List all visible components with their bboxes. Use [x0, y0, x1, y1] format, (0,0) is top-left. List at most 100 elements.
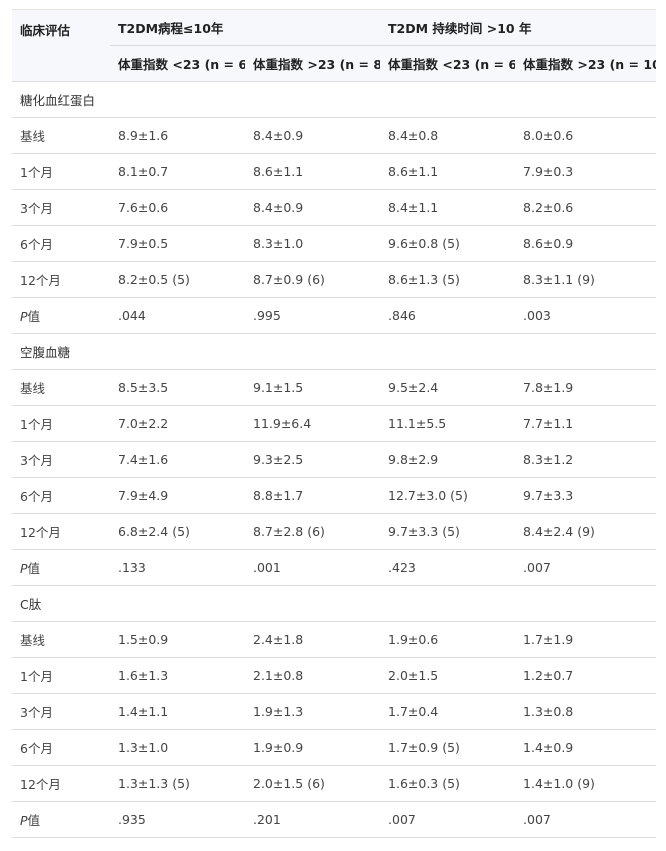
cell: 8.4±2.4 (9): [515, 513, 657, 550]
row-label: 基线: [12, 117, 110, 154]
cell: .935: [110, 801, 245, 838]
row-label: 3个月: [12, 189, 110, 226]
row-label: 12个月: [12, 261, 110, 298]
cell: 7.9±0.3: [515, 153, 657, 190]
cell: 1.7±0.9 (5): [380, 729, 516, 766]
cell: 9.3±2.5: [245, 441, 381, 478]
cell: .007: [380, 801, 516, 838]
cell: 9.7±3.3: [515, 477, 657, 514]
data-row: P值 .133.001.423.007: [12, 549, 657, 586]
section-title: 糖化血红蛋白: [12, 81, 657, 118]
cell: 8.9±1.6: [110, 117, 245, 154]
row-label: 1个月: [12, 657, 110, 694]
cell: 2.0±1.5: [380, 657, 516, 694]
row-label: P值: [12, 801, 110, 838]
cell: 8.3±1.0: [245, 225, 381, 262]
cell: 7.6±0.6: [110, 189, 245, 226]
cell: 8.2±0.6: [515, 189, 657, 226]
data-row: 6个月 7.9±0.5 8.3±1.0 9.6±0.8 (5) 8.6±0.9: [12, 225, 657, 262]
cell: .133: [110, 549, 245, 586]
row-label: 基线: [12, 621, 110, 658]
data-row: P值 .044.995.846.003: [12, 297, 657, 334]
cell: 8.7±0.9 (6): [245, 261, 381, 298]
data-row: 6个月 7.9±4.9 8.8±1.7 12.7±3.0 (5) 9.7±3.3: [12, 477, 657, 514]
cell: 1.6±1.3: [110, 657, 245, 694]
sub-header: 体重指数 <23 (n = 6): [380, 45, 516, 82]
section-title: 空腹血糖: [12, 333, 657, 370]
cell: 1.3±0.8: [515, 693, 657, 730]
section-row: 糖化血红蛋白: [12, 81, 657, 118]
cell: 7.9±0.5: [110, 225, 245, 262]
cell: 1.4±1.1: [110, 693, 245, 730]
section-title: C肽: [12, 585, 657, 622]
section-row: C肽: [12, 585, 657, 622]
group-header: T2DM 持续时间 >10 年: [380, 9, 657, 46]
data-row: 12个月 6.8±2.4 (5) 8.7±2.8 (6) 9.7±3.3 (5) 8.4…: [12, 513, 657, 550]
cell: .423: [380, 549, 516, 586]
row-label: 6个月: [12, 225, 110, 262]
cell: 9.6±0.8 (5): [380, 225, 516, 262]
cell: 7.0±2.2: [110, 405, 245, 442]
data-row: 1个月 8.1±0.7 8.6±1.1 8.6±1.1 7.9±0.3: [12, 153, 657, 190]
cell: 1.9±0.6: [380, 621, 516, 658]
data-row: P值 .935.201.007.007: [12, 801, 657, 838]
cell: 1.4±0.9: [515, 729, 657, 766]
data-row: 基线 8.5±3.5 9.1±1.5 9.5±2.4 7.8±1.9: [12, 369, 657, 406]
cell: .001: [245, 549, 381, 586]
cell: 1.3±1.3 (5): [110, 765, 245, 802]
cell: 7.9±4.9: [110, 477, 245, 514]
cell: 6.8±2.4 (5): [110, 513, 245, 550]
cell: 9.5±2.4: [380, 369, 516, 406]
cell: 8.7±2.8 (6): [245, 513, 381, 550]
data-row: 6个月 1.3±1.0 1.9±0.9 1.7±0.9 (5) 1.4±0.9: [12, 729, 657, 766]
data-row: 3个月 7.6±0.6 8.4±0.9 8.4±1.1 8.2±0.6: [12, 189, 657, 226]
data-row: 3个月 7.4±1.6 9.3±2.5 9.8±2.9 8.3±1.2: [12, 441, 657, 478]
cell: .044: [110, 297, 245, 334]
row-label: 3个月: [12, 693, 110, 730]
data-table: 临床评估 T2DM病程≤10年 T2DM 持续时间 >10 年 体重指数 <23…: [12, 9, 657, 838]
data-row: 1个月 7.0±2.2 11.9±6.4 11.1±5.5 7.7±1.1: [12, 405, 657, 442]
cell: 1.9±1.3: [245, 693, 381, 730]
cell: .201: [245, 801, 381, 838]
row-label: 12个月: [12, 513, 110, 550]
cell: 8.6±0.9: [515, 225, 657, 262]
cell: 7.4±1.6: [110, 441, 245, 478]
cell: 1.2±0.7: [515, 657, 657, 694]
cell: 1.6±0.3 (5): [380, 765, 516, 802]
row-label: 12个月: [12, 765, 110, 802]
cell: 12.7±3.0 (5): [380, 477, 516, 514]
cell: 2.1±0.8: [245, 657, 381, 694]
cell: 8.3±1.2: [515, 441, 657, 478]
cell: 11.9±6.4: [245, 405, 381, 442]
group-header: T2DM病程≤10年: [110, 9, 381, 46]
cell: 9.1±1.5: [245, 369, 381, 406]
cell: 8.3±1.1 (9): [515, 261, 657, 298]
cell: 7.8±1.9: [515, 369, 657, 406]
row-label: 3个月: [12, 441, 110, 478]
cell: .846: [380, 297, 516, 334]
cell: 7.7±1.1: [515, 405, 657, 442]
row-label: P值: [12, 297, 110, 334]
cell: 9.7±3.3 (5): [380, 513, 516, 550]
cell: 2.4±1.8: [245, 621, 381, 658]
row-label: 6个月: [12, 729, 110, 766]
cell: 8.0±0.6: [515, 117, 657, 154]
cell: .003: [515, 297, 657, 334]
data-row: 基线 1.5±0.9 2.4±1.8 1.9±0.6 1.7±1.9: [12, 621, 657, 658]
cell: 8.4±0.9: [245, 117, 381, 154]
cell: 8.4±1.1: [380, 189, 516, 226]
header-title: 临床评估: [12, 9, 110, 82]
cell: 9.8±2.9: [380, 441, 516, 478]
cell: .007: [515, 801, 657, 838]
row-label: 基线: [12, 369, 110, 406]
cell: 8.8±1.7: [245, 477, 381, 514]
section-row: 空腹血糖: [12, 333, 657, 370]
sub-header: 体重指数 >23 (n = 8): [245, 45, 381, 82]
sub-header: 体重指数 >23 (n = 10): [515, 45, 657, 82]
cell: 1.7±1.9: [515, 621, 657, 658]
cell: 8.2±0.5 (5): [110, 261, 245, 298]
cell: 8.4±0.9: [245, 189, 381, 226]
row-label: 6个月: [12, 477, 110, 514]
cell: 1.5±0.9: [110, 621, 245, 658]
